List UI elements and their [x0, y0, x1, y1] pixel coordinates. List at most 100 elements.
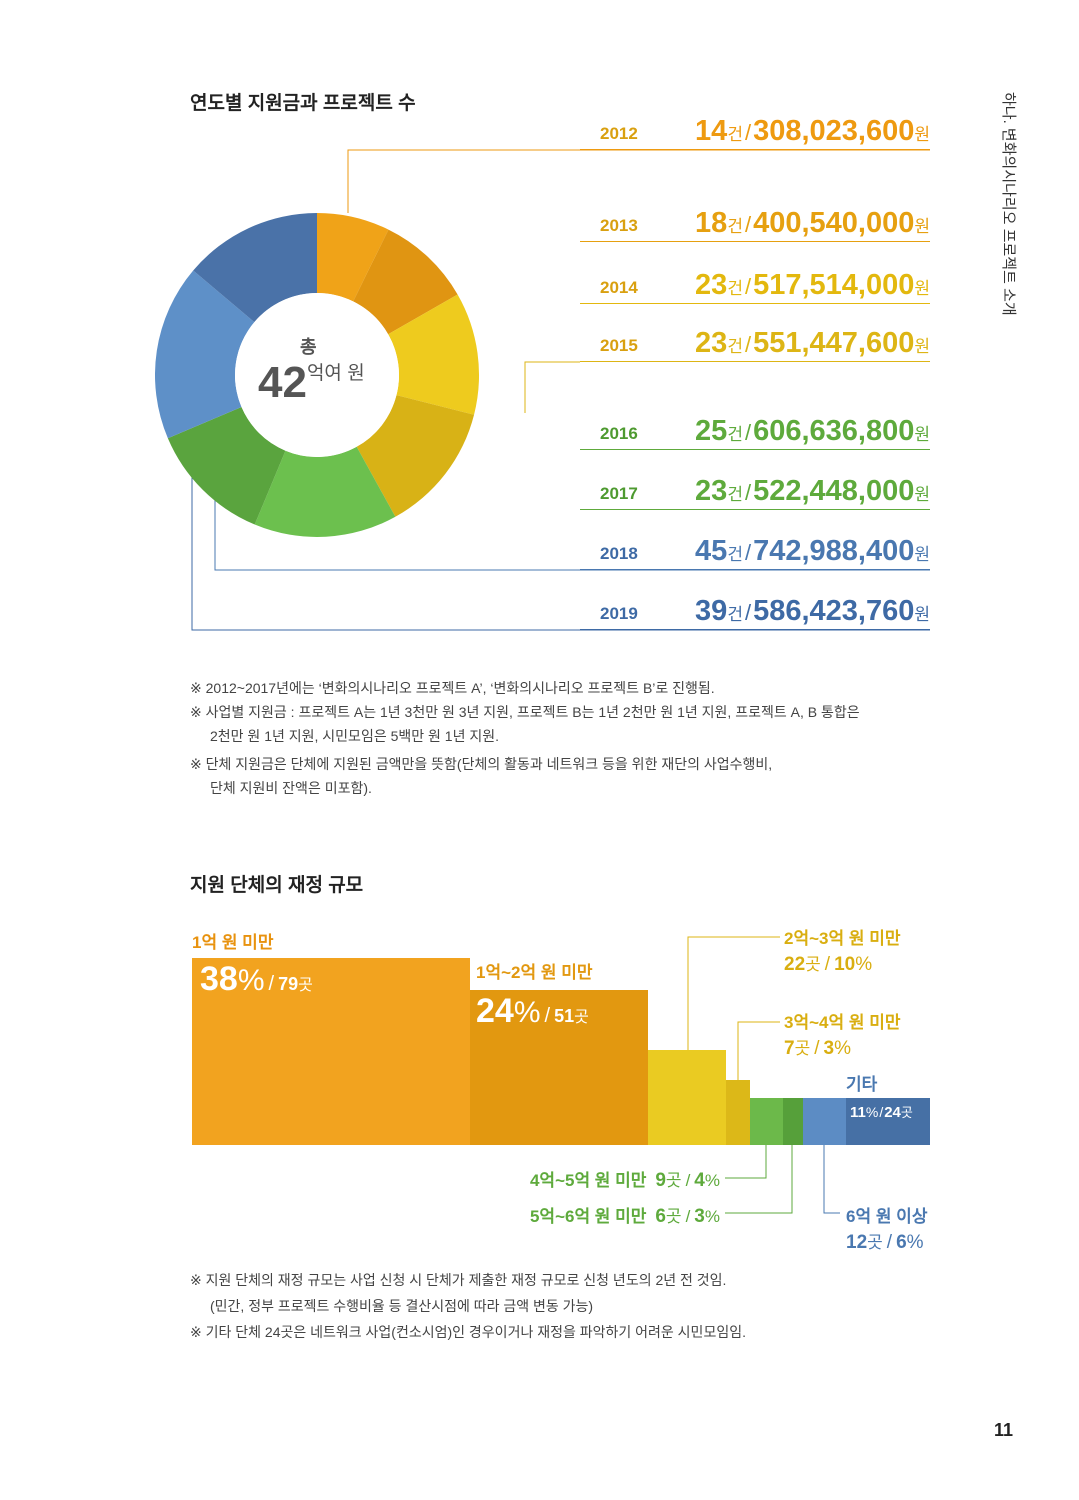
- donut-segment-2012: [317, 213, 389, 302]
- count-unit: 건: [727, 279, 743, 298]
- label-cat-0: 1억 원 미만: [192, 933, 274, 952]
- year-value: 18건/400,540,000원: [695, 207, 930, 240]
- finance-bar-1: [470, 990, 648, 1145]
- value-cat-0: 38%/79곳: [200, 960, 313, 998]
- count-unit: 건: [727, 125, 743, 144]
- value-cat-7: 11%/24곳: [850, 1104, 913, 1121]
- donut-segment-2017: [167, 407, 286, 525]
- project-count: 23: [695, 269, 728, 301]
- project-count: 45: [695, 535, 728, 567]
- separator: /: [744, 600, 752, 625]
- finance-bar-0: [192, 958, 470, 1145]
- year-label: 2016: [600, 424, 638, 443]
- project-count: 18: [695, 207, 728, 239]
- finance-bars: [192, 958, 930, 1145]
- amount: 517,514,000: [753, 269, 915, 301]
- label-cat-5: 5억~6억 원 미만 6곳/3%: [529, 1206, 720, 1227]
- leader-line-0: [347, 149, 930, 213]
- section-title-yearly: 연도별 지원금과 프로젝트 수: [190, 93, 416, 114]
- year-label: 2019: [600, 604, 638, 623]
- won-unit: 원: [914, 605, 930, 624]
- note-line: 2천만 원 1년 지원, 시민모임은 5백만 원 1년 지원.: [210, 728, 500, 744]
- leader-line-2: [214, 490, 930, 571]
- label-cat-3: 3억~4억 원 미만 7곳/3%: [784, 1013, 901, 1059]
- count-unit: 건: [727, 485, 743, 504]
- project-count: 25: [695, 415, 728, 447]
- project-count: 23: [695, 475, 728, 507]
- row-underline: [580, 241, 930, 242]
- year-row-2016: 2016 25건/606,636,800원: [580, 410, 930, 450]
- won-unit: 원: [914, 125, 930, 144]
- year-row-2014: 2014 23건/517,514,000원: [580, 264, 930, 304]
- separator: /: [744, 120, 752, 145]
- label-cat-6: 6억 원 이상 12곳/6%: [846, 1207, 928, 1253]
- finance-bar-4: [750, 1098, 783, 1145]
- project-count: 39: [695, 595, 728, 627]
- separator: /: [744, 420, 752, 445]
- year-label: 2012: [600, 124, 638, 143]
- label-cat-2: 2억~3억 원 미만 22곳/10%: [784, 929, 901, 975]
- amount: 522,448,000: [753, 475, 915, 507]
- donut-center-total: 42억여 원: [258, 358, 365, 407]
- year-value: 23건/517,514,000원: [695, 269, 930, 302]
- donut-segment-2014: [388, 294, 480, 415]
- year-label: 2014: [600, 278, 638, 297]
- row-underline: [580, 449, 930, 450]
- donut-segments: [155, 213, 480, 537]
- finance-bar-5: [783, 1098, 803, 1145]
- year-label: 2018: [600, 544, 638, 563]
- value-cat-1: 24%/51곳: [476, 992, 589, 1030]
- label-cat-7: 기타: [846, 1075, 878, 1094]
- amount: 308,023,600: [753, 115, 915, 147]
- finance-leader-3: [725, 1145, 793, 1214]
- note-line: ※ 2012~2017년에는 ‘변화의시나리오 프로젝트 A’, ‘변화의시나리…: [190, 680, 715, 696]
- year-row-2019: 2019 39건/586,423,760원: [580, 590, 930, 630]
- finance-bar-7: [846, 1098, 930, 1145]
- year-row-2012: 2012 14건/308,023,600원: [580, 110, 930, 150]
- note-line: ※ 지원 단체의 재정 규모는 사업 신청 시 단체가 제출한 재정 규모로 신…: [190, 1272, 727, 1288]
- count-unit: 건: [727, 605, 743, 624]
- label-cat-4: 4억~5억 원 미만 9곳/4%: [529, 1170, 720, 1191]
- row-underline: [580, 361, 930, 362]
- donut-segment-2018: [155, 270, 255, 439]
- year-value: 23건/551,447,600원: [695, 327, 930, 360]
- won-unit: 원: [914, 279, 930, 298]
- won-unit: 원: [914, 217, 930, 236]
- count-unit: 건: [727, 337, 743, 356]
- finance-leader-0: [687, 936, 780, 1050]
- donut-chart: [155, 149, 930, 631]
- section-title-finance: 지원 단체의 재정 규모: [190, 875, 364, 896]
- note-line: ※ 단체 지원금은 단체에 지원된 금액만을 뜻함(단체의 활동과 네트워크 등…: [190, 756, 773, 772]
- count-unit: 건: [727, 425, 743, 444]
- separator: /: [744, 332, 752, 357]
- note-line: (민간, 정부 프로젝트 수행비율 등 결산시점에 따라 금액 변동 가능): [210, 1298, 594, 1314]
- donut-hole: [235, 293, 399, 457]
- row-underline: [580, 509, 930, 510]
- year-value: 25건/606,636,800원: [695, 415, 930, 448]
- separator: /: [744, 212, 752, 237]
- leader-lines: [191, 149, 930, 631]
- label-cat-1: 1억~2억 원 미만: [476, 963, 593, 982]
- finance-leader-lines: [687, 936, 840, 1214]
- amount: 400,540,000: [753, 207, 915, 239]
- finance-leader-2: [725, 1145, 767, 1179]
- note-line: 단체 지원비 잔액은 미포함).: [210, 780, 372, 796]
- year-value: 23건/522,448,000원: [695, 475, 930, 508]
- amount: 742,988,400: [753, 535, 915, 567]
- row-underline: [580, 303, 930, 304]
- donut-segment-2013: [353, 229, 458, 335]
- separator: /: [744, 274, 752, 299]
- amount: 551,447,600: [753, 327, 915, 359]
- won-unit: 원: [914, 485, 930, 504]
- donut-segment-2016: [254, 446, 396, 537]
- won-unit: 원: [914, 545, 930, 564]
- row-underline: [580, 149, 930, 150]
- separator: /: [744, 480, 752, 505]
- finance-bar-6: [803, 1098, 846, 1145]
- finance-bar-3: [726, 1080, 750, 1145]
- finance-bar-chart: [192, 936, 930, 1214]
- separator: /: [744, 540, 752, 565]
- year-row-2017: 2017 23건/522,448,000원: [580, 470, 930, 510]
- amount: 586,423,760: [753, 595, 915, 627]
- donut-segment-2015: [356, 395, 475, 517]
